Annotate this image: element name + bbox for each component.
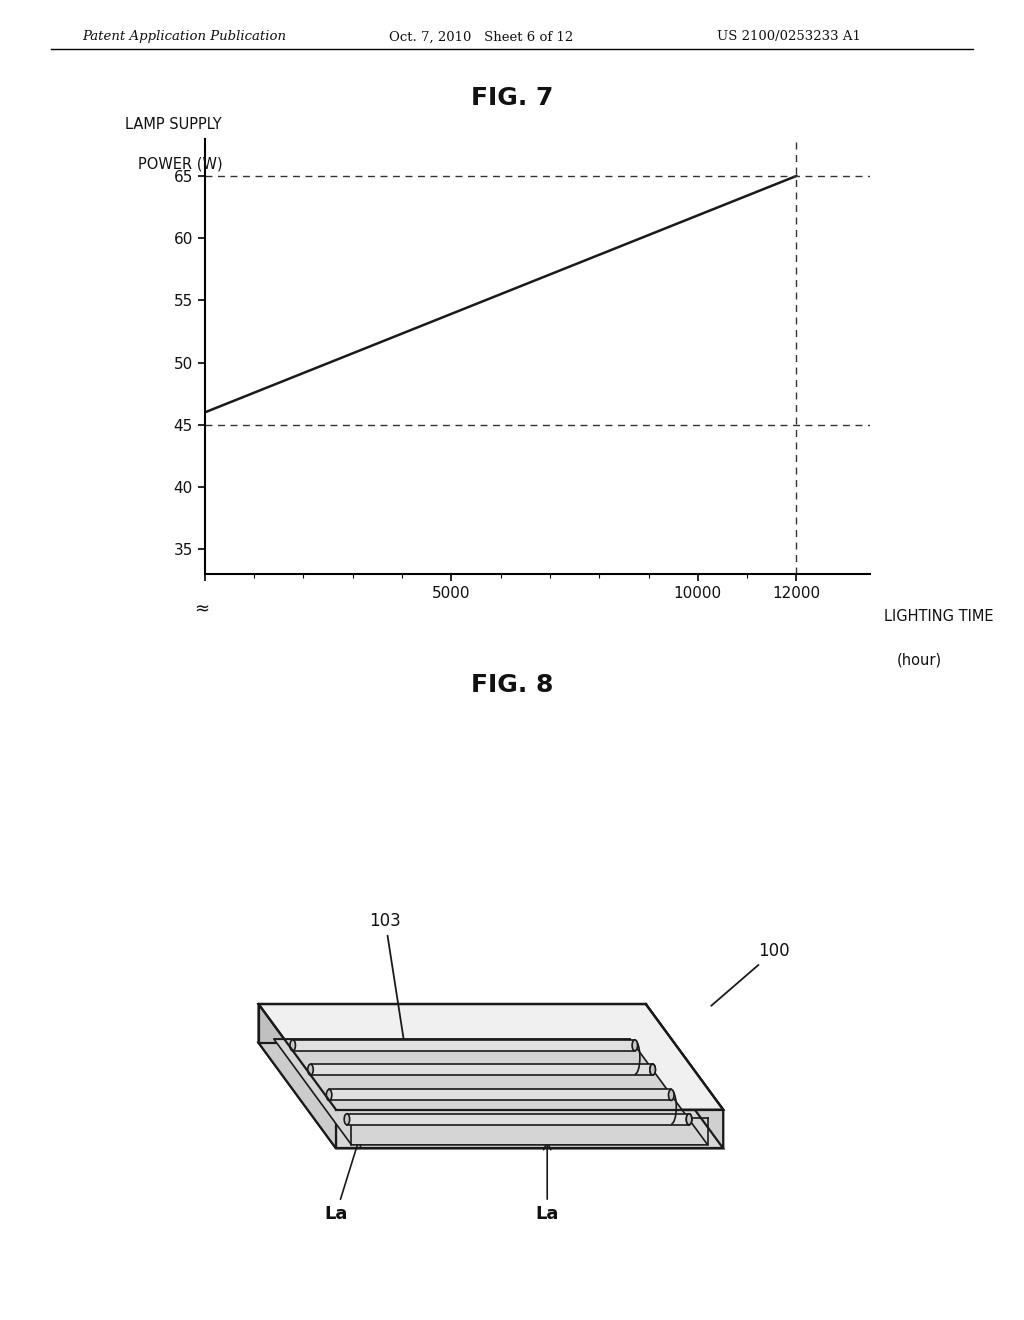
Polygon shape (347, 1114, 689, 1125)
Text: ≈: ≈ (194, 601, 209, 618)
Ellipse shape (632, 1040, 638, 1051)
Text: Patent Application Publication: Patent Application Publication (82, 30, 286, 44)
Ellipse shape (327, 1089, 332, 1101)
Ellipse shape (650, 1064, 655, 1074)
Polygon shape (274, 1039, 708, 1144)
Ellipse shape (344, 1114, 349, 1125)
Ellipse shape (308, 1064, 313, 1074)
Ellipse shape (669, 1089, 674, 1101)
Text: 100: 100 (712, 942, 791, 1006)
Polygon shape (258, 1005, 336, 1148)
Polygon shape (293, 1040, 635, 1051)
Text: Oct. 7, 2010   Sheet 6 of 12: Oct. 7, 2010 Sheet 6 of 12 (389, 30, 573, 44)
Ellipse shape (650, 1064, 655, 1074)
Ellipse shape (290, 1040, 296, 1051)
Ellipse shape (686, 1114, 692, 1125)
Text: 103: 103 (370, 912, 406, 1055)
Polygon shape (258, 1005, 646, 1043)
Polygon shape (336, 1110, 723, 1148)
Text: POWER (W): POWER (W) (138, 156, 223, 172)
Polygon shape (646, 1005, 723, 1148)
Text: La: La (325, 1139, 360, 1222)
Polygon shape (258, 1005, 723, 1110)
Text: (hour): (hour) (897, 652, 942, 668)
Text: LAMP SUPPLY: LAMP SUPPLY (125, 116, 221, 132)
Text: La: La (536, 1143, 559, 1222)
Text: US 2100/0253233 A1: US 2100/0253233 A1 (717, 30, 861, 44)
Text: FIG. 7: FIG. 7 (471, 86, 553, 110)
Text: FIG. 8: FIG. 8 (471, 673, 553, 697)
Text: LIGHTING TIME: LIGHTING TIME (884, 609, 993, 624)
Polygon shape (310, 1064, 652, 1074)
Polygon shape (258, 1043, 723, 1148)
Polygon shape (329, 1089, 672, 1101)
Ellipse shape (686, 1114, 692, 1125)
